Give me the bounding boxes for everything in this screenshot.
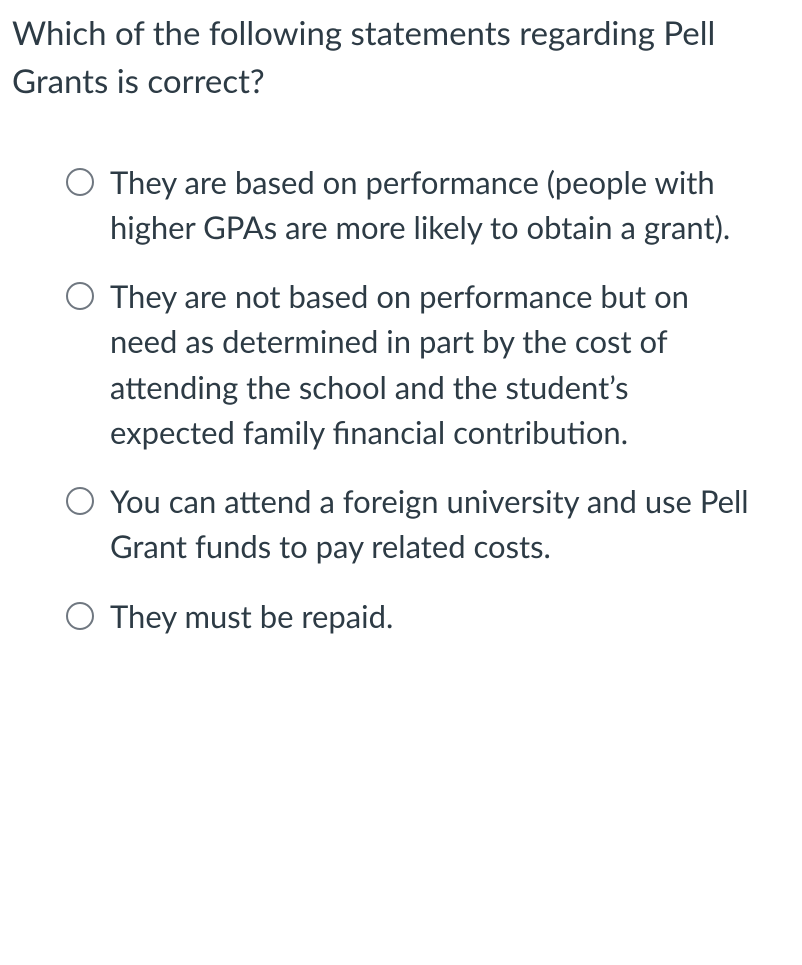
option-label[interactable]: You can attend a foreign university and … [110, 479, 750, 570]
question-text: Which of the following statements regard… [12, 10, 790, 106]
option-row: You can attend a foreign university and … [66, 479, 790, 570]
option-row: They are based on performance (people wi… [66, 160, 790, 251]
radio-button[interactable] [66, 602, 94, 630]
options-container: They are based on performance (people wi… [12, 160, 790, 639]
option-label[interactable]: They are based on performance (people wi… [110, 160, 750, 251]
option-label[interactable]: They are not based on performance but on… [110, 274, 750, 455]
option-row: They are not based on performance but on… [66, 274, 790, 455]
radio-button[interactable] [66, 487, 94, 515]
radio-button[interactable] [66, 168, 94, 196]
radio-button[interactable] [66, 282, 94, 310]
option-row: They must be repaid. [66, 594, 790, 639]
option-label[interactable]: They must be repaid. [110, 594, 393, 639]
